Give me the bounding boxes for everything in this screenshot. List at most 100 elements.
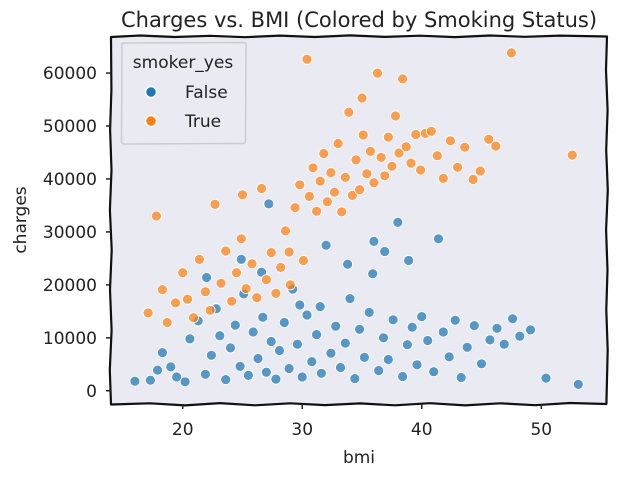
point-true-42 [343, 106, 355, 118]
x-tick-label-40: 40 [411, 420, 433, 440]
point-true-23 [270, 287, 282, 299]
point-false-58 [433, 233, 444, 245]
point-true-66 [444, 135, 456, 147]
point-true-60 [410, 129, 422, 140]
point-true-3 [161, 317, 173, 328]
point-true-39 [332, 138, 344, 149]
point-false-16 [234, 360, 246, 372]
point-true-69 [467, 174, 479, 185]
point-true-28 [294, 179, 306, 191]
point-true-68 [459, 141, 471, 153]
points-layer [129, 47, 584, 390]
point-true-7 [188, 312, 199, 324]
point-false-46 [373, 365, 385, 377]
x-tick-label-30: 30 [291, 420, 313, 440]
chart-title: Charges vs. BMI (Colored by Smoking Stat… [121, 8, 597, 32]
point-false-47 [378, 332, 389, 344]
point-true-31 [303, 190, 315, 202]
point-true-63 [425, 125, 437, 137]
point-true-15 [231, 267, 242, 279]
point-true-26 [284, 279, 296, 291]
point-true-59 [405, 157, 417, 169]
legend-title: smoker_yes [133, 53, 234, 73]
point-false-2 [152, 364, 164, 376]
point-true-27 [289, 202, 301, 214]
point-true-18 [246, 258, 258, 270]
point-false-79 [403, 255, 415, 266]
point-true-35 [318, 148, 330, 159]
point-false-26 [278, 317, 290, 328]
point-true-1 [150, 210, 162, 222]
y-tick-label-10000: 10000 [43, 329, 97, 349]
point-true-37 [325, 167, 337, 179]
point-true-77 [283, 246, 295, 258]
point-true-14 [226, 295, 238, 307]
point-true-12 [215, 277, 227, 289]
point-true-74 [566, 149, 578, 161]
legend-label-true: True [184, 112, 221, 132]
point-true-21 [260, 274, 272, 286]
point-false-29 [291, 338, 303, 350]
plot-frame [108, 34, 609, 407]
legend: smoker_yes False True [120, 41, 247, 145]
legend-label-false: False [185, 83, 228, 103]
point-false-42 [354, 323, 366, 335]
point-false-56 [422, 335, 434, 346]
point-false-69 [507, 313, 518, 325]
point-true-10 [204, 304, 216, 316]
point-true-64 [431, 150, 443, 162]
point-false-62 [455, 372, 467, 383]
point-true-46 [357, 129, 369, 141]
point-true-44 [350, 154, 362, 166]
point-false-44 [363, 306, 375, 318]
point-false-35 [320, 239, 332, 251]
point-false-36 [325, 347, 337, 359]
point-true-55 [390, 110, 401, 122]
point-false-51 [397, 371, 409, 382]
point-false-10 [205, 349, 217, 361]
y-axis-label: charges [11, 186, 31, 253]
point-false-14 [225, 342, 236, 354]
point-false-74 [201, 272, 213, 283]
point-false-57 [428, 366, 440, 378]
point-false-70 [514, 330, 526, 342]
point-false-52 [401, 339, 413, 351]
point-false-78 [379, 246, 391, 257]
point-true-61 [415, 164, 427, 176]
point-false-48 [382, 354, 394, 365]
point-true-16 [235, 233, 247, 245]
point-true-70 [474, 165, 486, 177]
point-true-2 [156, 284, 168, 296]
point-false-66 [484, 334, 496, 346]
point-true-0 [142, 307, 154, 319]
point-false-39 [339, 337, 351, 349]
point-true-20 [256, 183, 268, 194]
y-tick-label-50000: 50000 [43, 117, 97, 137]
point-true-67 [452, 161, 464, 173]
point-false-83 [367, 268, 379, 280]
point-true-75 [356, 92, 368, 104]
point-false-49 [387, 314, 399, 326]
point-true-19 [251, 292, 263, 304]
point-true-48 [364, 145, 376, 157]
point-true-65 [437, 172, 449, 184]
point-false-33 [311, 329, 323, 341]
point-false-13 [220, 374, 232, 386]
point-false-40 [344, 293, 356, 305]
point-false-20 [252, 353, 264, 364]
point-false-53 [406, 321, 418, 333]
point-true-45 [354, 184, 366, 196]
point-false-80 [294, 299, 306, 311]
point-true-11 [209, 198, 221, 210]
point-false-37 [330, 320, 342, 332]
point-true-53 [382, 131, 394, 143]
point-true-24 [275, 261, 287, 273]
point-false-9 [199, 368, 211, 380]
point-false-15 [229, 319, 241, 331]
point-true-25 [280, 225, 291, 237]
point-true-49 [368, 177, 380, 189]
point-false-5 [171, 371, 183, 383]
point-true-43 [346, 189, 358, 201]
point-false-34 [315, 367, 327, 379]
point-false-55 [416, 311, 428, 323]
